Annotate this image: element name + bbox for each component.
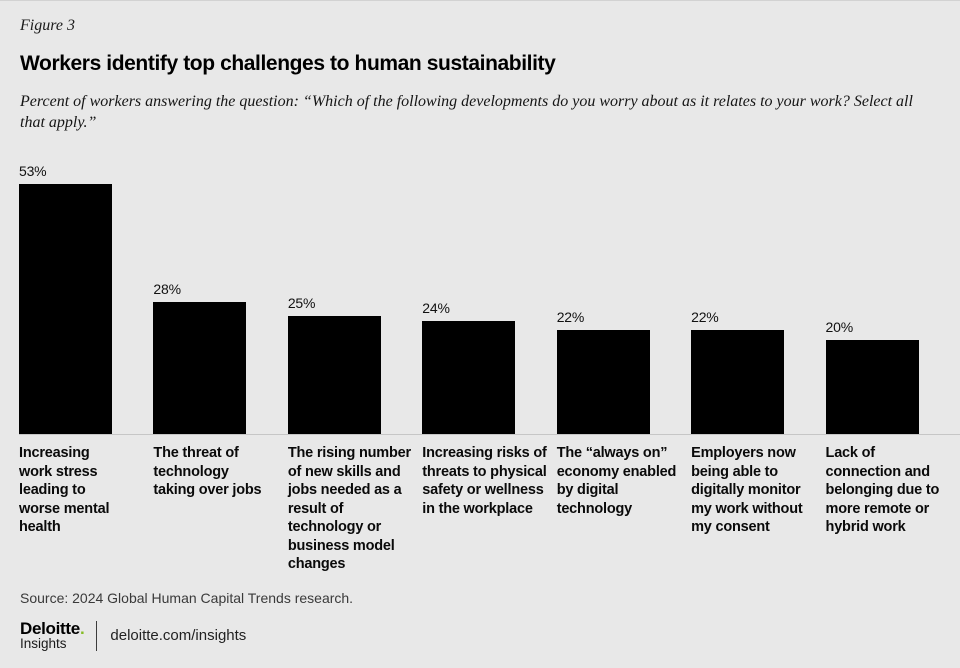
bar-value-label: 28%: [153, 281, 181, 297]
category-label: Increasing work stress leading to worse …: [19, 445, 110, 535]
deloitte-insights-logo: Deloitte. Insights: [20, 619, 85, 651]
figure-label: Figure 3: [20, 17, 75, 34]
deloitte-green-dot: .: [79, 619, 85, 638]
category-label: Lack of connection and belonging due to …: [825, 445, 940, 535]
bar-value-label: 24%: [422, 300, 450, 316]
bar: [691, 330, 785, 434]
x-axis-line: [19, 434, 960, 435]
chart-title: Workers identify top challenges to human…: [20, 52, 556, 75]
bar-value-label: 22%: [691, 309, 719, 325]
bar-column: 25% The rising number of new skills and …: [287, 161, 422, 574]
bar-value-label: 53%: [19, 163, 47, 179]
bar-value-label: 22%: [556, 309, 585, 325]
category-label: Increasing risks of threats to physical …: [422, 445, 547, 517]
category-label: The threat of technology taking over job…: [153, 445, 262, 498]
bar-column: 24% Increasing risks of threats to physi…: [422, 161, 556, 574]
category-label: The “always on” economy enabled by digit…: [556, 445, 677, 517]
bar-value-label: 25%: [287, 295, 316, 311]
bar: [422, 321, 516, 434]
bar: [19, 184, 112, 434]
insights-wordmark: Insights: [20, 636, 67, 651]
bar: [556, 330, 650, 434]
footer-url: deloitte.com/insights: [110, 627, 247, 644]
source-note: Source: 2024 Global Human Capital Trends…: [20, 590, 354, 606]
bar-chart: 53% Increasing work stress leading to wo…: [19, 161, 960, 574]
bar: [287, 316, 381, 434]
bar: [825, 340, 919, 434]
bar-column: 22% The “always on” economy enabled by d…: [556, 161, 691, 574]
footer: Deloitte. Insights deloitte.com/insights: [20, 620, 246, 651]
bar-column: 20% Lack of connection and belonging due…: [825, 161, 960, 574]
bar-value-label: 20%: [825, 319, 854, 335]
category-label: The rising number of new skills and jobs…: [287, 445, 411, 572]
category-label: Employers now being able to digitally mo…: [691, 445, 803, 535]
bar-column: 53% Increasing work stress leading to wo…: [19, 161, 153, 574]
footer-separator: [96, 620, 98, 651]
deloitte-wordmark: Deloitte.: [20, 619, 85, 638]
bar-column: 28% The threat of technology taking over…: [153, 161, 287, 574]
bar-chart-columns: 53% Increasing work stress leading to wo…: [19, 161, 960, 574]
bar-column: 22% Employers now being able to digitall…: [691, 161, 825, 574]
bar: [153, 302, 247, 434]
deloitte-wordmark-text: Deloitte: [20, 619, 80, 638]
chart-subtitle: Percent of workers answering the questio…: [20, 93, 913, 131]
